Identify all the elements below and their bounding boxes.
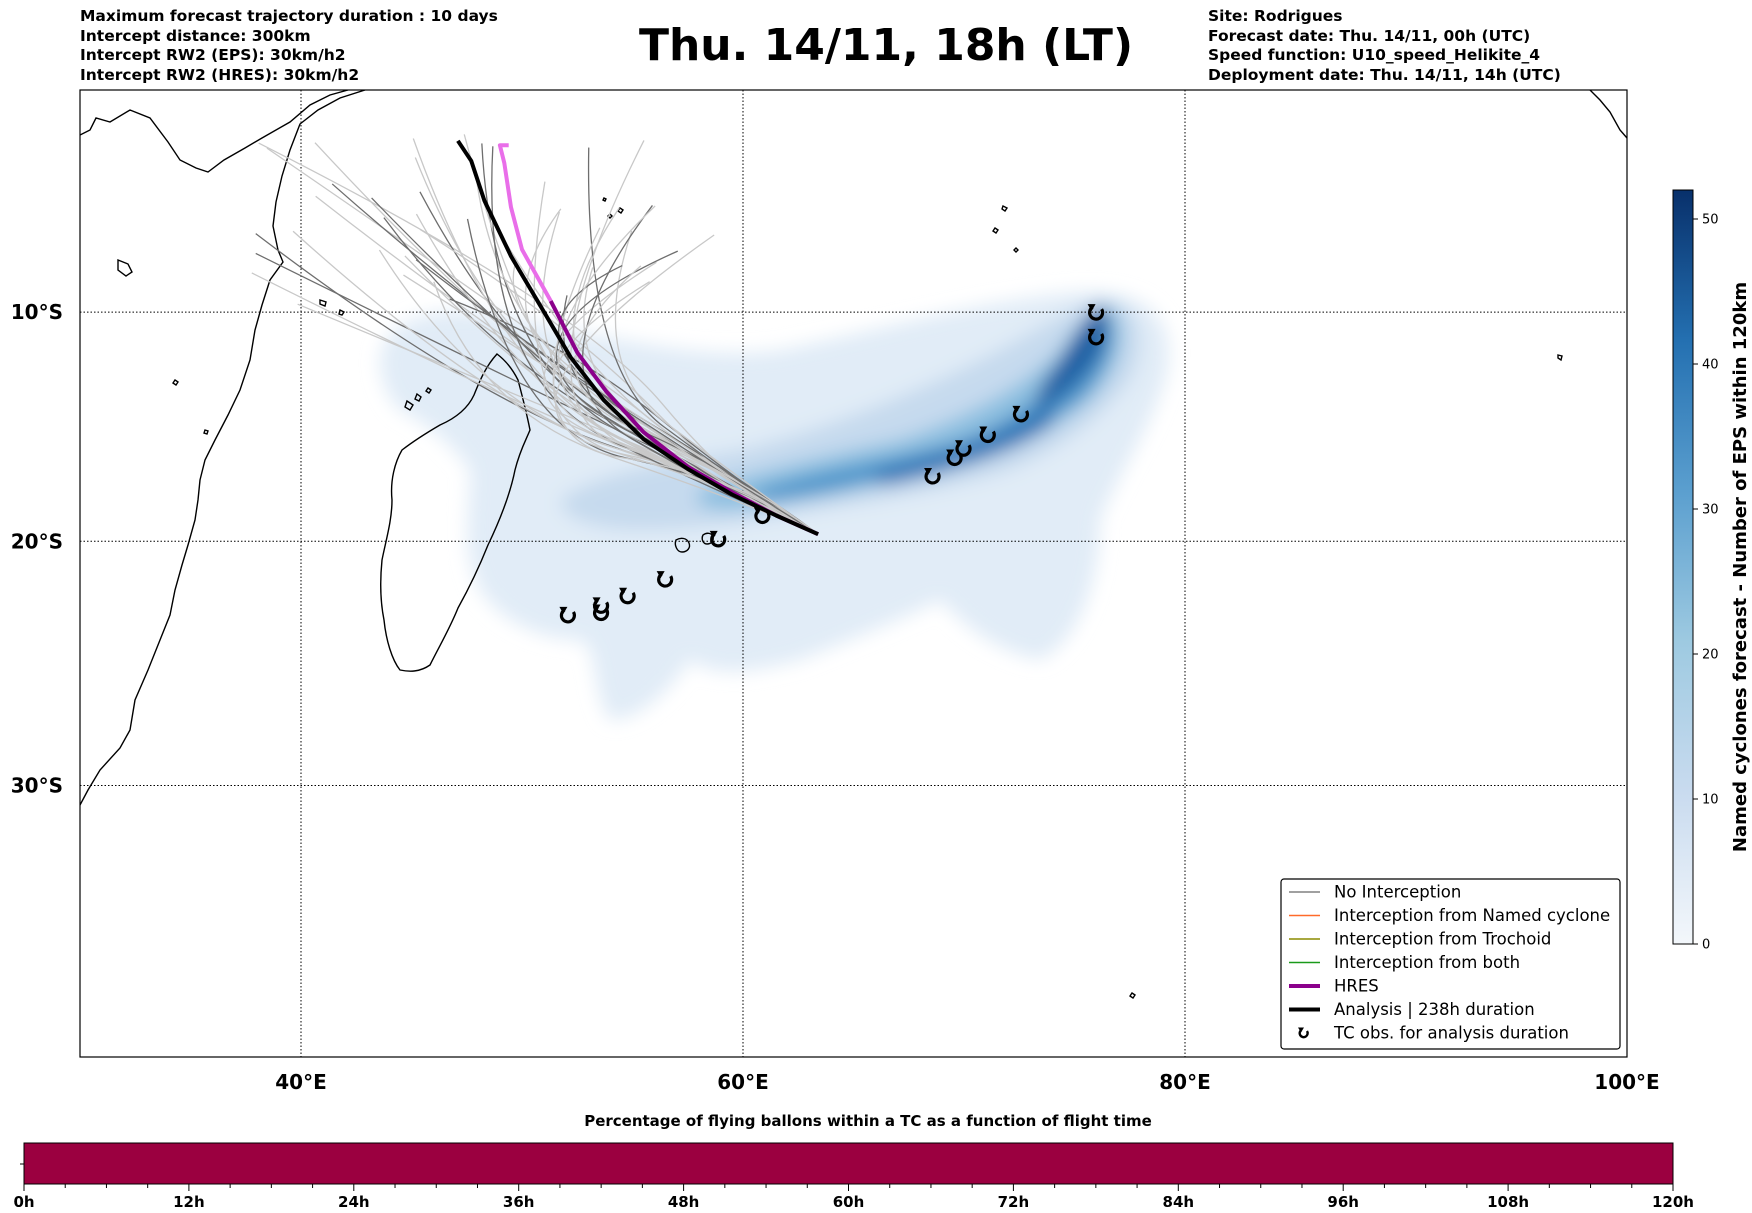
africa-coast — [80, 90, 366, 806]
comoros-islands — [404, 387, 432, 411]
colorbar-tick: 50 — [1702, 213, 1719, 228]
northeast-coast — [1589, 90, 1627, 139]
timebar-tick-label: 120h — [1652, 1193, 1694, 1211]
aldabra-islands — [319, 299, 346, 316]
legend-item: Interception from Trochoid — [1289, 930, 1551, 949]
mozambique-channel-islands — [172, 379, 209, 435]
legend-label: Analysis | 238h duration — [1334, 1000, 1535, 1019]
density-core-track — [872, 409, 1054, 484]
lat-label: 20°S — [11, 529, 63, 553]
tc-observations — [559, 304, 1105, 624]
map-panel — [80, 90, 1627, 1057]
analysis-track — [456, 139, 819, 537]
speed-function: Speed function: U10_speed_Helikite_4 — [1208, 46, 1541, 64]
colorbar-tick: 10 — [1702, 793, 1719, 808]
map-axis-labels: 40°E 60°E 80°E 100°E 10°S 20°S 30°S — [11, 300, 1660, 1094]
site-info: Site: Rodrigues Forecast date: Thu. 14/1… — [1208, 7, 1561, 85]
lon-label: 100°E — [1594, 1070, 1659, 1094]
tropical-cyclone-icon — [1087, 304, 1105, 321]
ensemble-track — [552, 227, 819, 535]
legend-box — [1280, 878, 1621, 1050]
tropical-cyclone-icon — [753, 507, 771, 525]
legend-label: TC obs. for analysis duration — [1333, 1024, 1569, 1043]
lon-label: 80°E — [1159, 1070, 1211, 1094]
lon-label: 60°E — [717, 1070, 769, 1094]
timebar-tick-label: 108h — [1487, 1193, 1529, 1211]
site-name: Site: Rodrigues — [1208, 7, 1343, 25]
lon-label: 40°E — [275, 1070, 327, 1094]
colorbar-tick: 40 — [1702, 358, 1719, 373]
colorbar-tick: 0 — [1702, 938, 1710, 953]
tropical-cyclone-icon — [619, 587, 636, 605]
param-duration: Maximum forecast trajectory duration : 1… — [80, 7, 498, 25]
amsterdam-island — [1129, 992, 1136, 999]
legend-item: No Interception — [1289, 883, 1461, 902]
timebar-title: Percentage of flying ballons within a TC… — [584, 1112, 1152, 1130]
tropical-cyclone-icon — [559, 606, 576, 624]
legend-item: TC obs. for analysis duration — [1298, 1024, 1569, 1043]
legend-label: Interception from both — [1334, 953, 1520, 972]
colorbar-tick: 20 — [1702, 648, 1719, 663]
tropical-cyclone-icon — [1087, 328, 1105, 346]
lat-label: 10°S — [11, 300, 63, 324]
legend-label: No Interception — [1334, 883, 1461, 902]
tropical-cyclone-icon — [592, 597, 610, 614]
timebar-fill — [23, 1142, 1674, 1185]
colorbar-label: Named cyclones forecast - Number of EPS … — [1730, 282, 1751, 852]
madagascar-coast — [379, 353, 531, 672]
timebar-tick-label: 24h — [338, 1193, 370, 1211]
deployment-date: Deployment date: Thu. 14/11, 14h (UTC) — [1208, 65, 1561, 84]
timebar-tick-label: 84h — [1163, 1193, 1195, 1211]
tropical-cyclone-icon — [946, 449, 963, 467]
tropical-cyclone-icon — [592, 604, 610, 622]
hres-track-tail — [497, 143, 553, 302]
tropical-cyclone-icon — [709, 530, 727, 548]
density-colorbar: Named cyclones forecast - Number of EPS … — [1672, 189, 1751, 953]
ensemble-track — [433, 281, 819, 535]
zanzibar-island — [117, 258, 133, 277]
tropical-cyclone-icon — [924, 467, 941, 485]
param-intercept-eps: Intercept RW2 (EPS): 30km/h2 — [80, 46, 346, 64]
map-legend: No Interception Interception from Named c… — [1280, 878, 1621, 1050]
forecast-parameters: Maximum forecast trajectory duration : 1… — [80, 7, 498, 85]
tropical-cyclone-icon — [979, 426, 996, 444]
tropical-cyclone-icon — [656, 571, 674, 588]
lat-label: 30°S — [11, 774, 63, 798]
colorbar-ramp — [1672, 189, 1694, 945]
timebar-tick-label: 60h — [833, 1193, 865, 1211]
chagos-islands — [1557, 354, 1563, 362]
timebar-tick-label: 96h — [1327, 1193, 1359, 1211]
tropical-cyclone-icon — [1012, 405, 1030, 423]
map-gridlines — [80, 90, 1627, 1057]
legend-item: HRES — [1289, 977, 1379, 996]
mascarene-banks — [992, 205, 1019, 253]
forecast-date: Forecast date: Thu. 14/11, 00h (UTC) — [1208, 26, 1531, 45]
colorbar-tick: 30 — [1702, 503, 1719, 518]
legend-label: HRES — [1334, 977, 1379, 996]
legend-label: Interception from Trochoid — [1334, 930, 1551, 949]
timebar-tick-label: 36h — [503, 1193, 535, 1211]
cyclone-icon — [1298, 1027, 1309, 1039]
param-intercept-distance: Intercept distance: 300km — [80, 26, 311, 45]
timebar-tick-label: 0h — [13, 1193, 34, 1211]
coastlines — [80, 90, 1627, 999]
reunion-island — [674, 537, 691, 553]
flight-time-bar: Percentage of flying ballons within a TC… — [13, 1112, 1694, 1211]
page-title: Thu. 14/11, 18h (LT) — [638, 20, 1134, 71]
ensemble-track — [569, 140, 819, 535]
timebar-tick-label: 48h — [668, 1193, 700, 1211]
timebar-tick-label: 72h — [998, 1193, 1030, 1211]
param-intercept-hres: Intercept RW2 (HRES): 30km/h2 — [80, 65, 360, 84]
legend-label: Interception from Named cyclone — [1334, 906, 1610, 925]
legend-item: Interception from Named cyclone — [1289, 906, 1610, 925]
timebar-tick-label: 12h — [173, 1193, 205, 1211]
map-frame — [79, 89, 1628, 1058]
legend-item: Analysis | 238h duration — [1289, 1000, 1535, 1019]
legend-item: Interception from both — [1289, 953, 1520, 972]
